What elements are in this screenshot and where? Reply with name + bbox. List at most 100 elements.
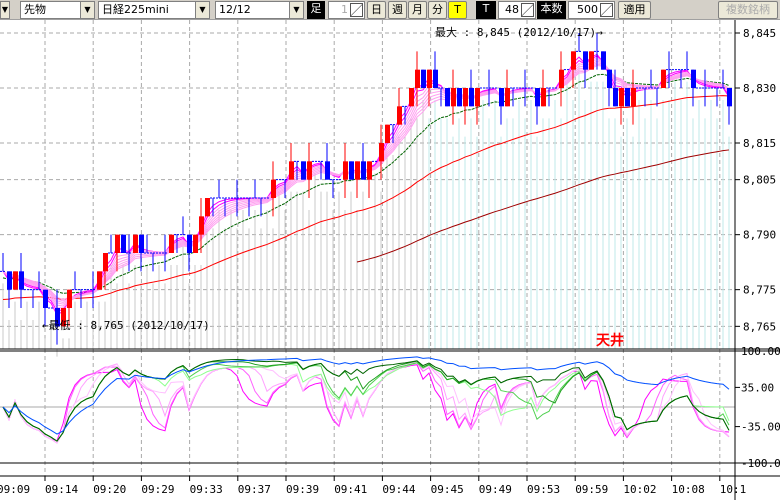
candle xyxy=(475,88,480,125)
instrument-dropdown-button[interactable]: ▼ xyxy=(195,1,210,19)
candle xyxy=(379,124,384,180)
candle xyxy=(169,234,174,253)
candle xyxy=(301,161,306,180)
multi-symbol-button[interactable]: 複数銘柄 xyxy=(718,1,778,19)
spinner-icon[interactable] xyxy=(600,3,613,17)
candle xyxy=(367,161,372,198)
time-label: 09:20 xyxy=(93,483,126,496)
candle-body xyxy=(589,51,594,70)
candle-body xyxy=(355,161,360,180)
candle xyxy=(144,234,150,254)
instrument-select[interactable]: 日経225mini xyxy=(98,1,196,19)
candle xyxy=(457,88,462,107)
month-button[interactable]: 月 xyxy=(408,1,427,19)
tick-value-spinner[interactable]: 48 xyxy=(498,1,536,19)
candle xyxy=(271,161,276,217)
count-label: 本数 xyxy=(537,1,566,19)
candle xyxy=(385,124,390,143)
minute-button[interactable]: 分 xyxy=(428,1,447,19)
candle xyxy=(30,289,36,308)
candle-body xyxy=(661,69,666,88)
candle xyxy=(727,88,732,125)
ceiling-signal-label: 天井 xyxy=(596,332,624,349)
count-value-spinner[interactable]: 500 xyxy=(568,1,615,19)
price-tick-label: 8,845 xyxy=(743,27,776,40)
candle xyxy=(19,253,24,308)
time-label: 10:08 xyxy=(672,483,705,496)
day-button[interactable]: 日 xyxy=(367,1,386,19)
price-tick-label: 8,765 xyxy=(743,320,776,333)
candle-body xyxy=(457,88,462,107)
candle-body xyxy=(187,234,192,253)
candle xyxy=(7,271,12,308)
candle xyxy=(103,253,108,290)
candle xyxy=(499,88,504,125)
candle xyxy=(684,51,690,71)
candle-body xyxy=(67,289,72,308)
tick-chart[interactable]: 最大 : 8,845 (2012/10/17)→ ←最低 : 8,765 (20… xyxy=(0,20,780,500)
min-price-annotation: ←最低 : 8,765 (2012/10/17) xyxy=(42,319,210,332)
candle-body xyxy=(121,234,126,253)
contract-select[interactable]: 12/12 xyxy=(215,1,290,19)
candle xyxy=(541,69,546,107)
candle-body xyxy=(691,69,696,88)
contract-dropdown-button[interactable]: ▼ xyxy=(289,1,304,19)
candle xyxy=(325,143,330,180)
candle xyxy=(702,69,708,107)
spinner-icon[interactable] xyxy=(521,3,534,17)
candle xyxy=(594,33,600,70)
candle xyxy=(576,33,582,52)
candle-body xyxy=(361,161,366,180)
candle-body xyxy=(445,88,450,107)
candle xyxy=(402,105,408,125)
candle xyxy=(714,87,720,107)
osc-short-line xyxy=(2,364,730,442)
candle-body xyxy=(571,51,576,70)
candle xyxy=(108,234,114,254)
market-dropdown-button[interactable]: ▼ xyxy=(80,1,95,19)
osc-long-line xyxy=(2,358,730,442)
candle xyxy=(0,253,6,272)
candle xyxy=(252,179,258,199)
candle-body xyxy=(499,88,504,107)
spinner-icon[interactable] xyxy=(350,3,363,17)
time-label: 09:44 xyxy=(382,483,415,496)
volume-bars xyxy=(2,63,730,357)
menu-dropdown-button[interactable]: ▼ xyxy=(0,1,10,19)
candle xyxy=(522,69,528,107)
candle xyxy=(150,252,156,272)
time-label: 09:09 xyxy=(0,483,30,496)
candle xyxy=(601,51,606,70)
osc-trend-line xyxy=(2,356,730,435)
candle xyxy=(619,88,624,125)
candle xyxy=(289,143,294,180)
candle xyxy=(631,69,636,125)
candle xyxy=(13,271,18,290)
price-tick-label: 8,775 xyxy=(743,284,776,297)
week-button[interactable]: 週 xyxy=(388,1,407,19)
candle xyxy=(546,87,552,107)
time-label: 09:33 xyxy=(190,483,223,496)
candle-body xyxy=(349,161,354,180)
market-select[interactable]: 先物 xyxy=(20,1,82,19)
candle-body xyxy=(13,271,18,290)
candle-body xyxy=(421,69,426,88)
price-tick-label: 8,790 xyxy=(743,229,776,242)
candle xyxy=(139,234,144,272)
apply-button[interactable]: 適用 xyxy=(618,1,651,19)
ma-long-line xyxy=(2,95,730,301)
candle-body xyxy=(289,161,294,180)
candle-body xyxy=(415,69,420,88)
time-label: 09:53 xyxy=(527,483,560,496)
tick-toggle-button[interactable]: T xyxy=(448,1,467,19)
candle xyxy=(234,179,240,217)
candle xyxy=(222,197,228,217)
candle-body xyxy=(19,271,24,290)
candle xyxy=(445,88,450,107)
price-tick-label: 8,830 xyxy=(743,82,776,95)
time-label: 09:49 xyxy=(479,483,512,496)
candle xyxy=(174,234,180,253)
bar-count-spinner[interactable]: 1 xyxy=(328,1,365,19)
candle-body xyxy=(301,161,306,180)
candle xyxy=(691,69,696,107)
